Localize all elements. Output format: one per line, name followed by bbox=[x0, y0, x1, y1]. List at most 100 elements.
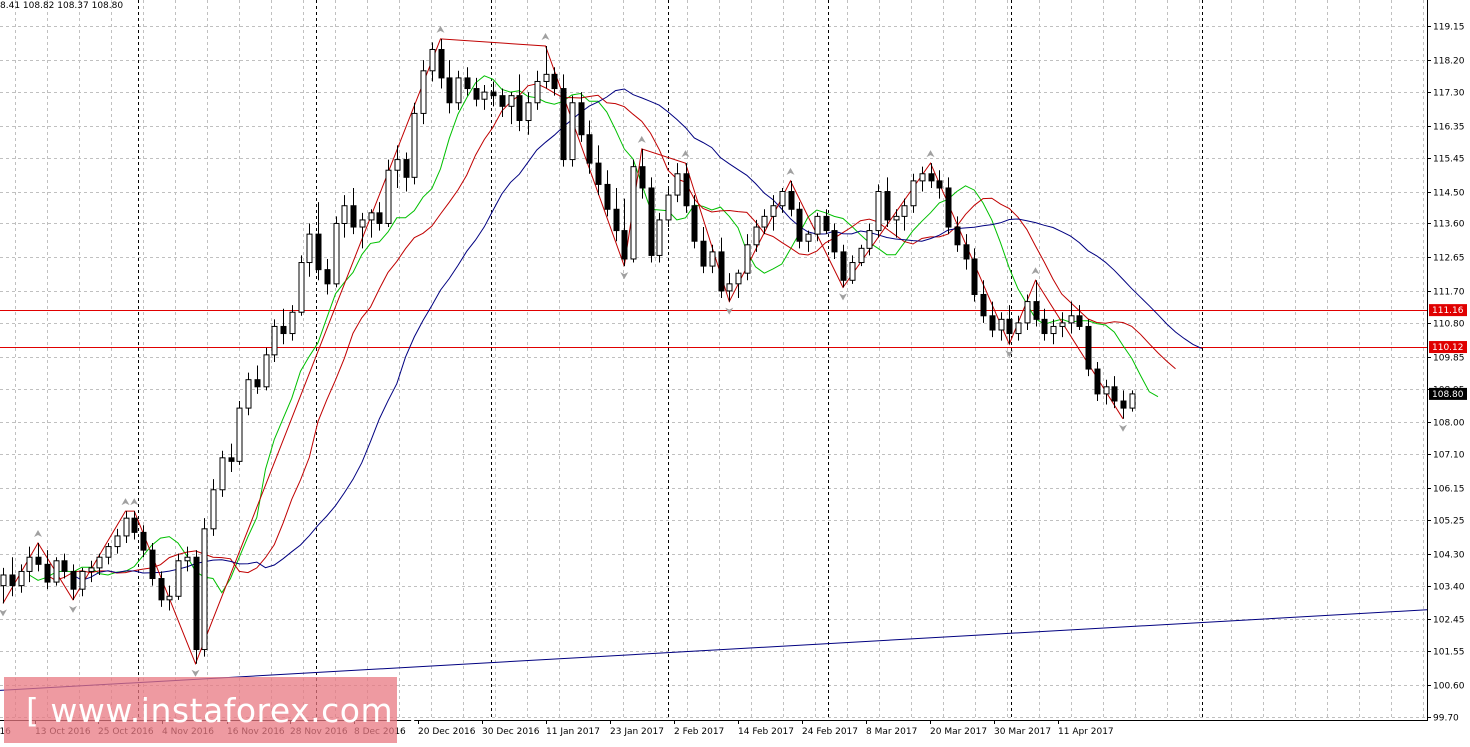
candles bbox=[0, 38, 1136, 664]
candle bbox=[586, 120, 593, 174]
price-tick-label: 117.30 bbox=[1433, 89, 1465, 99]
candle bbox=[1129, 390, 1136, 412]
candle bbox=[621, 198, 628, 267]
candle bbox=[639, 148, 646, 199]
candle bbox=[464, 67, 471, 96]
candle bbox=[1094, 361, 1101, 402]
price-tick-label: 109.85 bbox=[1433, 354, 1465, 364]
svg-text:111.16: 111.16 bbox=[1432, 306, 1464, 316]
candle bbox=[368, 209, 375, 238]
trendline bbox=[0, 609, 1428, 691]
candle bbox=[613, 187, 620, 242]
candle bbox=[998, 312, 1005, 341]
candle bbox=[219, 450, 226, 497]
candle bbox=[866, 223, 873, 256]
candle bbox=[648, 177, 655, 263]
fractal-down-marker bbox=[839, 293, 847, 301]
candle bbox=[446, 60, 453, 114]
candle bbox=[901, 198, 908, 231]
price-tick-label: 110.80 bbox=[1433, 320, 1465, 330]
candle bbox=[254, 365, 261, 394]
ohlc-info: 8.41 108.82 108.37 108.80 bbox=[0, 1, 123, 11]
candle bbox=[989, 301, 996, 338]
candle bbox=[175, 553, 182, 600]
candle bbox=[709, 244, 716, 274]
price-tick-label: 108.00 bbox=[1433, 419, 1465, 429]
fractal-up-marker bbox=[130, 498, 139, 506]
candle bbox=[796, 202, 803, 249]
candle bbox=[569, 95, 576, 167]
candle bbox=[9, 557, 16, 597]
candle bbox=[271, 319, 278, 362]
svg-text:108.80: 108.80 bbox=[1432, 390, 1464, 400]
candle bbox=[481, 85, 488, 110]
candle bbox=[26, 546, 33, 583]
candle bbox=[508, 92, 515, 125]
candle bbox=[79, 567, 86, 597]
candle bbox=[963, 234, 970, 270]
time-tick-label: 20 Mar 2017 bbox=[930, 727, 987, 737]
candle bbox=[131, 511, 138, 540]
candle bbox=[656, 212, 663, 263]
candle bbox=[718, 237, 725, 299]
candle bbox=[333, 216, 340, 288]
candle bbox=[315, 202, 322, 281]
grid-lines bbox=[0, 0, 1427, 720]
current-price-tag: 108.80 bbox=[1429, 387, 1467, 400]
time-tick-label: 23 Jan 2017 bbox=[610, 727, 664, 737]
price-axis: 119.15 118.20 117.30 116.35 115.45 114.50 113.… bbox=[1427, 23, 1465, 724]
candle bbox=[18, 564, 25, 593]
candle bbox=[840, 244, 847, 288]
time-tick-label: 30 Dec 2016 bbox=[482, 727, 540, 737]
time-tick-label: 8 Mar 2017 bbox=[866, 727, 917, 737]
price-axis-background bbox=[1427, 0, 1470, 747]
candle bbox=[455, 70, 462, 110]
candle bbox=[53, 557, 60, 586]
time-tick-label: 11 Apr 2017 bbox=[1058, 727, 1114, 737]
fractal-up-marker bbox=[926, 150, 935, 158]
candle bbox=[88, 560, 95, 583]
candle bbox=[805, 230, 812, 252]
candle bbox=[534, 70, 541, 110]
candle bbox=[595, 145, 602, 196]
price-tick-label: 99.70 bbox=[1433, 714, 1459, 724]
candle bbox=[630, 159, 637, 263]
candle bbox=[1024, 294, 1031, 330]
candle bbox=[193, 550, 200, 664]
fractal-up-marker bbox=[34, 530, 42, 538]
candle bbox=[149, 543, 156, 586]
candle bbox=[788, 180, 795, 217]
time-tick-label: 20 Dec 2016 bbox=[418, 727, 476, 737]
fractal-markers bbox=[0, 25, 1127, 677]
time-tick-label: 2 Feb 2017 bbox=[674, 727, 724, 737]
fractal-down-marker bbox=[725, 307, 734, 315]
time-tick-label: 11 Jan 2017 bbox=[546, 727, 600, 737]
candle bbox=[954, 216, 961, 252]
candle bbox=[919, 166, 926, 192]
candle bbox=[499, 88, 506, 117]
candle bbox=[228, 443, 235, 473]
time-tick-label: 24 Feb 2017 bbox=[802, 727, 858, 737]
candle bbox=[1111, 376, 1118, 409]
fractal-up-marker bbox=[541, 32, 550, 40]
candle bbox=[945, 177, 952, 235]
candle bbox=[0, 567, 7, 604]
fractal-down-marker bbox=[1005, 350, 1014, 358]
fractal-up-marker bbox=[637, 135, 646, 143]
candle bbox=[1059, 312, 1066, 338]
candle bbox=[1006, 305, 1013, 345]
moving-averages bbox=[29, 75, 1203, 594]
candle bbox=[324, 258, 331, 295]
price-tick-label: 114.50 bbox=[1433, 189, 1465, 199]
candle bbox=[263, 347, 270, 391]
candle bbox=[551, 67, 558, 96]
fractal-up-marker bbox=[436, 25, 445, 33]
candle bbox=[910, 173, 917, 213]
candle bbox=[280, 308, 287, 345]
candle bbox=[1068, 301, 1075, 334]
candle bbox=[814, 212, 821, 242]
candle bbox=[849, 255, 856, 284]
candle bbox=[543, 45, 550, 89]
fractal-down-marker bbox=[620, 272, 629, 280]
